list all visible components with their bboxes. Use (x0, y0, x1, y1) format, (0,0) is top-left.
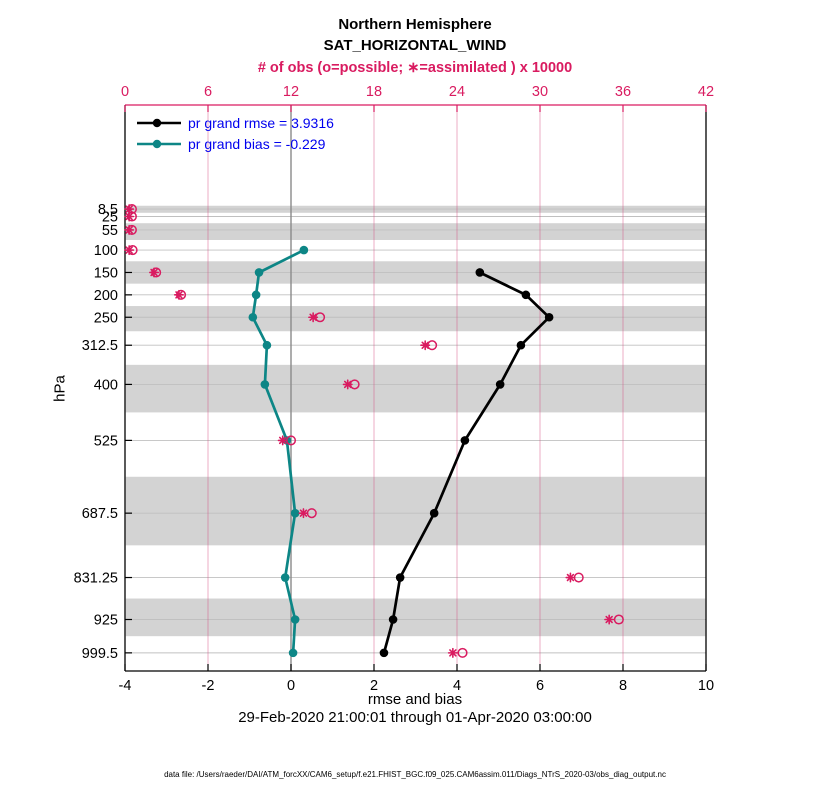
top-axis-tick-label: 24 (449, 84, 465, 100)
y-axis-tick-label: 250 (94, 310, 118, 326)
rmse-point (475, 268, 485, 277)
chart-title: Northern Hemisphere (338, 16, 492, 33)
obs-assimilated-marker (421, 341, 429, 349)
bias-line-sample (137, 139, 181, 148)
y-axis-tick-label: 400 (94, 377, 118, 393)
rmse-sample-marker (152, 118, 162, 127)
chart-subtitle: SAT_HORIZONTAL_WIND (323, 37, 507, 54)
obs-possible-marker (427, 340, 438, 351)
top-axis-tick-label: 36 (615, 84, 631, 100)
y-axis-tick-label: 150 (94, 265, 118, 281)
legend-row-rmse: pr grand rmse = 3.9316 (136, 112, 334, 133)
bottom-axis-tick-label: -2 (202, 678, 215, 694)
rmse-point (544, 312, 554, 322)
obs-assimilated-marker (449, 649, 457, 657)
obs-possible-marker (306, 508, 317, 519)
legend-row-bias: pr grand bias = -0.229 (136, 133, 334, 154)
rmse-curve (382, 271, 551, 655)
bias-point (290, 508, 300, 518)
y-axis-tick-label: 8.5 (98, 202, 118, 218)
y-axis-label: hPa (51, 375, 69, 402)
bottom-axis-tick-label: 10 (698, 678, 714, 694)
y-axis-tick-label: 831.25 (74, 571, 118, 587)
bias-point (260, 380, 270, 389)
x-axis-label: rmse and bias (367, 691, 463, 708)
obs-assimilated-marker (566, 573, 575, 582)
y-axis-tick-label: 55 (102, 223, 118, 239)
pressure-band (125, 476, 706, 546)
top-axis-tick-label: 42 (698, 84, 714, 100)
bottom-axis-tick-label: 0 (287, 678, 295, 694)
obs-possible-marker (126, 211, 137, 222)
obs-possible-marker (613, 614, 624, 625)
rmse-point (395, 573, 405, 582)
pressure-band (125, 364, 706, 413)
y-axis-tick-label: 525 (94, 433, 118, 449)
bias-sample-marker (152, 139, 162, 148)
legend-rmse-label: pr grand rmse = 3.9316 (188, 114, 334, 131)
y-axis-tick-label: 999.5 (82, 646, 118, 662)
pressure-band (125, 306, 706, 332)
obs-count-axis-caption: # of obs (o=possible; ∗=assimilated ) x … (257, 60, 573, 76)
obs-possible-marker (315, 312, 326, 323)
legend: pr grand rmse = 3.9316 pr grand bias = -… (136, 112, 334, 154)
obs-assimilated-marker (125, 212, 133, 221)
bias-point (251, 290, 261, 300)
top-axis-tick-label: 18 (366, 84, 382, 100)
obs-possible-marker (126, 224, 137, 235)
bias-point (280, 573, 290, 582)
y-axis-tick-label: 312.5 (82, 338, 118, 354)
obs-assimilated-marker (125, 226, 133, 234)
obs-assimilated-marker (125, 246, 133, 254)
obs-assimilated-marker (309, 313, 317, 321)
obs-possible-marker (457, 647, 468, 658)
y-axis-tick-label: 200 (94, 288, 118, 304)
rmse-line-sample (137, 118, 181, 127)
rmse-point (495, 380, 505, 389)
rmse-point (516, 340, 526, 350)
obs-possible-marker (349, 379, 360, 390)
bottom-axis-tick-label: 8 (619, 678, 627, 694)
top-axis-tick-label: 12 (283, 84, 299, 100)
obs-possible-marker (127, 245, 138, 256)
top-axis-tick-label: 6 (204, 84, 212, 100)
obs-assimilated-marker (343, 380, 352, 389)
bottom-axis-tick-label: 6 (536, 678, 544, 694)
rmse-point (429, 508, 439, 518)
top-axis-tick-label: 30 (532, 84, 548, 100)
pressure-band (125, 223, 706, 241)
obs-assimilated-marker (278, 436, 287, 445)
rmse-point (460, 436, 470, 445)
top-axis-tick-label: 0 (121, 84, 129, 100)
y-axis-tick-label: 100 (94, 243, 118, 259)
pressure-band (125, 598, 706, 637)
bottom-axis-tick-label: 2 (370, 678, 378, 694)
data-file-path: data file: /Users/raeder/DAI/ATM_forcXX/… (164, 770, 666, 779)
legend-bias-label: pr grand bias = -0.229 (188, 135, 326, 152)
bias-point (248, 312, 258, 322)
bias-point (262, 340, 272, 350)
rmse-point (388, 615, 398, 624)
rmse-point (379, 648, 389, 658)
obs-possible-marker (285, 435, 297, 446)
obs-possible-marker (175, 289, 187, 300)
obs-possible-marker (573, 572, 584, 583)
y-axis-tick-label: 687.5 (82, 506, 118, 522)
bias-point (254, 268, 264, 277)
bias-point (288, 648, 298, 658)
rmse-point (521, 290, 531, 300)
date-range-caption: 29-Feb-2020 21:00:01 through 01-Apr-2020… (238, 709, 592, 726)
bias-point (299, 245, 309, 255)
bottom-axis-tick-label: 4 (453, 678, 461, 694)
bias-point (290, 615, 300, 624)
obs-assimilated-marker (125, 205, 133, 213)
obs-assimilated-marker (299, 509, 308, 517)
obs-possible-marker (151, 267, 162, 278)
y-axis-tick-label: 25 (102, 209, 118, 225)
y-axis-tick-label: 925 (94, 613, 118, 629)
obs-assimilated-marker (605, 615, 613, 624)
bottom-axis-tick-label: -4 (119, 678, 132, 694)
